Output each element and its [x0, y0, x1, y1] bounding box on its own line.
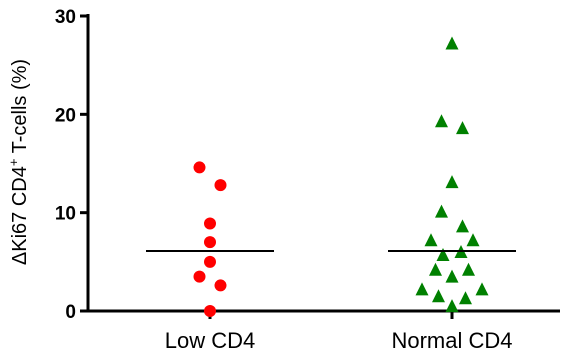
data-point-circle [193, 161, 206, 174]
data-point-triangle [456, 219, 469, 233]
data-point-circle [204, 255, 216, 268]
data-point-triangle [415, 282, 429, 296]
data-point-circle [204, 236, 216, 249]
data-point-triangle [466, 233, 480, 247]
axes [86, 14, 560, 313]
data-point-circle [193, 270, 206, 283]
data-point-triangle [436, 247, 450, 261]
y-axis-title-prefix: ΔKi67 CD4 [9, 166, 31, 265]
data-point-triangle [445, 175, 459, 189]
y-ticks: 0 10 20 30 [55, 7, 88, 323]
y-tick-label: 20 [55, 105, 76, 126]
y-axis-title-superscript: + [6, 159, 21, 167]
data-point-triangle [429, 262, 442, 276]
data-point-triangle [445, 299, 459, 313]
y-tick-label: 10 [55, 204, 76, 225]
data-point-triangle [475, 282, 489, 296]
data-point-triangle [432, 289, 445, 303]
x-categories: Low CD4 Normal CD4 [165, 311, 513, 353]
data-points [193, 36, 489, 317]
data-point-circle [204, 217, 216, 230]
data-point-triangle [462, 262, 475, 276]
x-category-label: Normal CD4 [391, 328, 512, 353]
data-point-triangle [445, 269, 459, 283]
data-point-triangle [459, 291, 472, 305]
data-point-circle [214, 279, 227, 292]
y-axis-title: ΔKi67 CD4+ T-cells (%) [6, 59, 31, 265]
y-tick-label: 30 [55, 7, 76, 28]
data-point-triangle [424, 233, 438, 247]
data-point-triangle [456, 121, 469, 135]
data-point-circle [214, 179, 227, 192]
y-tick-label: 0 [65, 302, 76, 323]
data-point-circle [204, 305, 216, 317]
y-axis-title-suffix: T-cells (%) [9, 59, 31, 159]
data-point-triangle [445, 36, 459, 50]
x-category-label: Low CD4 [165, 328, 255, 353]
data-point-triangle [435, 114, 448, 128]
data-point-triangle [435, 204, 448, 218]
